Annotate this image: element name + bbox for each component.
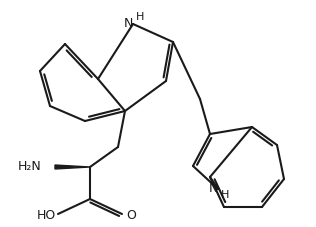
Text: O: O: [126, 209, 136, 222]
Text: H: H: [221, 189, 229, 199]
Text: H: H: [136, 12, 144, 22]
Polygon shape: [55, 165, 90, 169]
Text: N: N: [208, 181, 218, 194]
Text: N: N: [123, 16, 133, 29]
Text: H₂N: H₂N: [17, 160, 41, 173]
Text: HO: HO: [37, 209, 56, 222]
